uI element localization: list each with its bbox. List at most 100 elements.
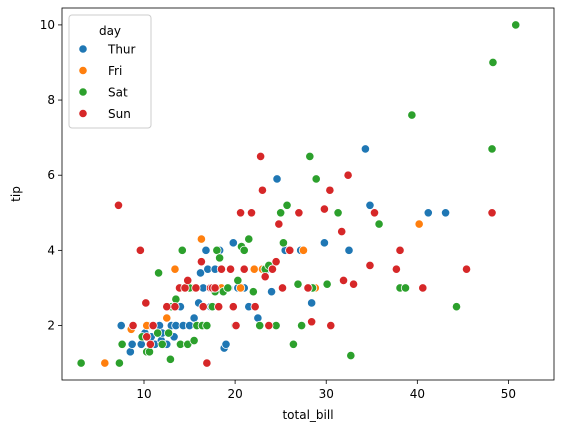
point-sat-33 [255,320,265,331]
point-sat-7 [157,339,167,349]
point-thur-43 [344,245,354,255]
point-thur-45 [365,200,375,210]
legend-marker-thur [78,44,88,54]
point-sat-46 [311,174,321,184]
x-tick-label-20: 20 [227,387,242,401]
point-sat-41 [288,339,299,349]
point-sat-37 [276,208,286,218]
point-sun-14 [198,302,208,312]
point-sun-22 [228,302,238,312]
point-thur-31 [228,238,238,248]
point-sat-56 [488,57,498,68]
point-sun-4 [142,332,152,342]
x-tick-label-10: 10 [136,387,151,401]
x-tick-label-30: 30 [319,387,334,401]
point-sun-27 [250,302,260,312]
point-sun-11 [183,275,193,286]
point-sun-50 [395,245,405,255]
y-tick-label-6: 6 [47,168,55,182]
point-thur-35 [253,313,263,323]
point-sun-2 [135,245,145,255]
point-sat-49 [346,350,356,361]
point-sun-42 [326,320,336,331]
point-sun-20 [216,264,227,274]
point-sun-37 [294,208,304,218]
legend-entries: Thur Fri Sat Sun [78,43,136,121]
point-sun-44 [338,275,349,286]
point-sun-32 [267,264,278,274]
point-sun-13 [196,257,206,267]
point-sat-10 [165,354,176,364]
point-sun-53 [487,208,497,218]
point-sat-2 [117,339,127,349]
x-axis-label: total_bill [282,408,333,422]
point-sat-17 [189,335,199,346]
point-thur-41 [307,298,317,308]
point-sat-42 [293,279,303,289]
point-sat-55 [487,144,497,154]
point-sun-12 [191,283,201,293]
point-sun-7 [162,302,172,312]
point-sun-18 [210,283,220,293]
legend-marker-fri [78,65,88,76]
point-sun-5 [145,339,155,349]
point-sun-21 [225,264,236,274]
point-sun-23 [231,320,241,331]
point-fri-0 [100,358,110,368]
point-sun-52 [461,264,472,274]
point-thur-37 [266,287,277,297]
point-thur-2 [127,339,137,349]
point-sun-26 [246,208,257,218]
plot-frame [61,7,555,381]
point-thur-44 [360,144,370,154]
point-sat-0 [76,358,86,368]
legend-marker-sun [78,108,88,119]
point-sun-31 [264,320,274,331]
point-sat-20 [202,320,212,331]
point-sun-1 [128,320,138,331]
y-tick-label-2: 2 [47,319,55,333]
point-sat-32 [248,287,258,297]
point-sat-43 [297,320,307,331]
point-fri-12 [298,245,309,255]
point-sat-26 [223,283,233,293]
legend: day Thur Fri Sat Sun [68,14,152,129]
point-sun-29 [257,185,268,195]
point-sat-30 [239,245,249,255]
point-sun-46 [348,279,359,289]
point-fri-14 [414,219,424,229]
y-axis: 2 4 6 8 10 [40,18,62,333]
point-fri-10 [249,264,259,274]
point-sun-49 [391,264,401,274]
point-sat-52 [400,283,411,293]
legend-label-thur: Thur [107,43,136,57]
point-fri-6 [196,234,206,244]
point-thur-0 [116,320,126,331]
points-layer [76,20,521,368]
point-thur-29 [221,339,231,349]
point-sun-25 [239,264,249,274]
point-sat-38 [278,238,288,248]
point-sat-44 [305,151,315,162]
point-thur-42 [319,238,329,248]
point-sat-9 [164,328,174,338]
x-tick-label-50: 50 [501,387,516,401]
x-axis: 10 20 30 40 50 [136,380,516,401]
point-thur-47 [423,208,433,218]
point-sun-30 [260,272,270,282]
point-sun-40 [319,204,329,214]
point-sat-48 [333,208,343,218]
point-sun-15 [202,358,212,368]
point-thur-20 [195,268,206,278]
point-sat-50 [374,219,384,229]
point-sun-38 [303,283,313,293]
point-sun-51 [418,283,428,293]
point-sat-28 [233,275,243,286]
point-thur-3 [136,339,146,349]
point-sat-39 [282,200,292,210]
point-sun-6 [148,320,158,331]
point-sat-31 [244,234,254,244]
point-sat-8 [153,268,164,278]
point-sat-5 [144,347,155,357]
